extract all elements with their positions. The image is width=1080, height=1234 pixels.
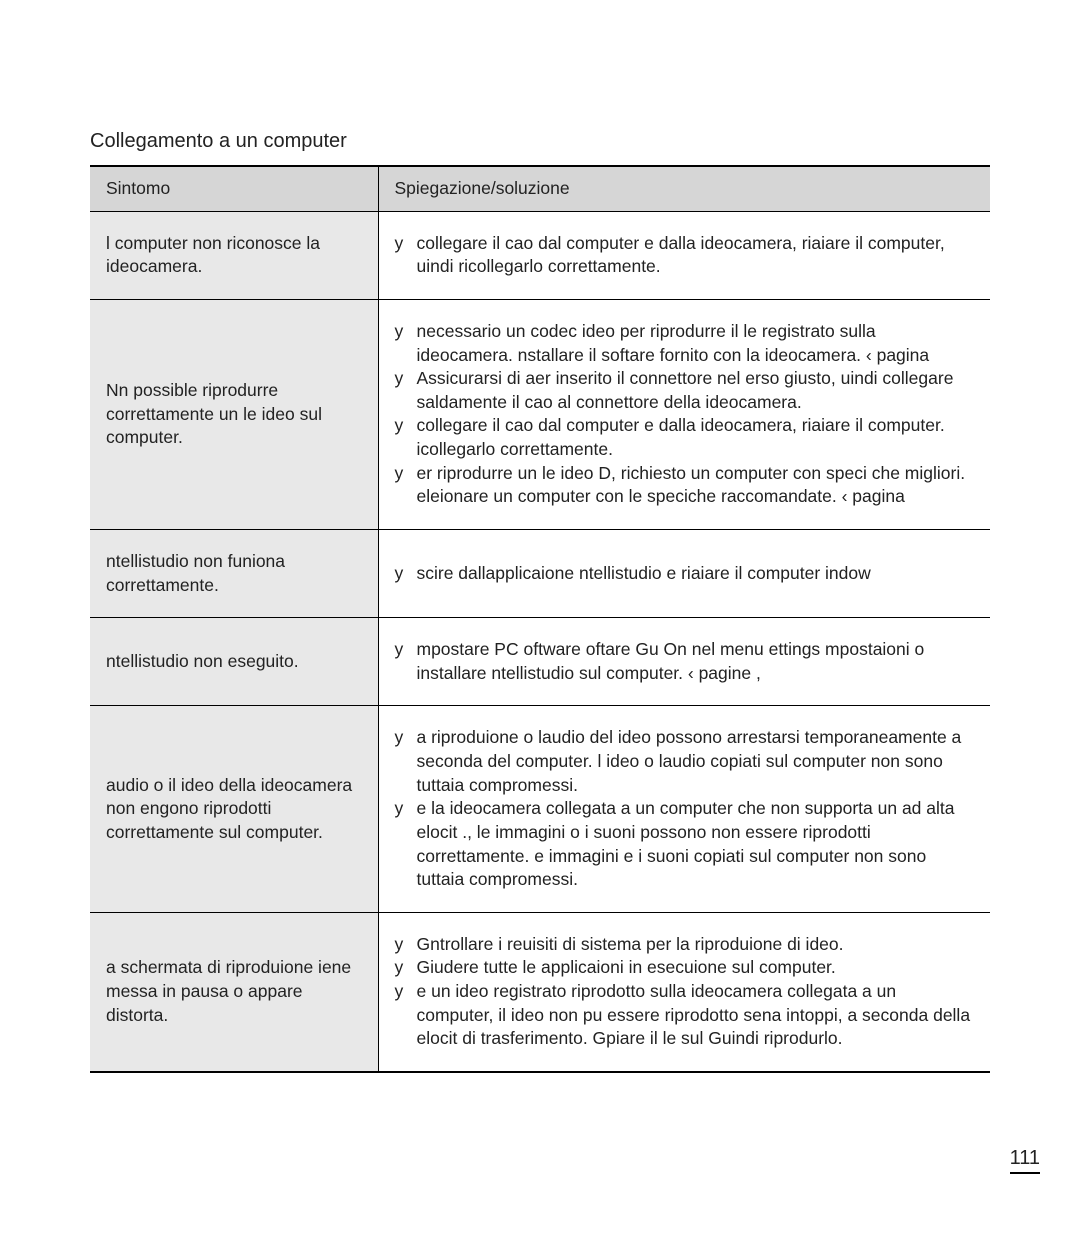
- table-row: a schermata di riproduione iene messa in…: [90, 912, 990, 1072]
- bullet-item: collegare il cao dal computer e dalla id…: [395, 414, 975, 461]
- bullet-item: Gntrollare i reuisiti di sistema per la …: [395, 933, 975, 957]
- symptom-cell: ntellistudio non funiona correttamente.: [90, 529, 378, 617]
- bullet-list: mpostare PC oftware oftare Gu On nel men…: [395, 638, 975, 685]
- explanation-cell: collegare il cao dal computer e dalla id…: [378, 211, 990, 299]
- bullet-item: Assicurarsi di aer inserito il connettor…: [395, 367, 975, 414]
- bullet-list: collegare il cao dal computer e dalla id…: [395, 232, 975, 279]
- table-row: ntellistudio non eseguito. mpostare PC o…: [90, 618, 990, 706]
- explanation-cell: a riproduione o laudio del ideo possono …: [378, 706, 990, 912]
- bullet-item: necessario un codec ideo per riprodurre …: [395, 320, 975, 367]
- header-explanation: Spiegazione/soluzione: [378, 166, 990, 211]
- symptom-cell: ntellistudio non eseguito.: [90, 618, 378, 706]
- table-row: Nn possible riprodurre correttamente un …: [90, 299, 990, 529]
- troubleshooting-table: Sintomo Spiegazione/soluzione l computer…: [90, 165, 990, 1073]
- bullet-list: a riproduione o laudio del ideo possono …: [395, 726, 975, 891]
- bullet-item: scire dallapplicaione ntellistudio e ria…: [395, 562, 975, 586]
- symptom-cell: audio o il ideo della ideocamera non eng…: [90, 706, 378, 912]
- table-row: l computer non riconosce la ideocamera. …: [90, 211, 990, 299]
- table-row: ntellistudio non funiona correttamente. …: [90, 529, 990, 617]
- bullet-item: collegare il cao dal computer e dalla id…: [395, 232, 975, 279]
- header-symptom: Sintomo: [90, 166, 378, 211]
- explanation-cell: scire dallapplicaione ntellistudio e ria…: [378, 529, 990, 617]
- explanation-cell: Gntrollare i reuisiti di sistema per la …: [378, 912, 990, 1072]
- document-page: Collegamento a un computer Sintomo Spieg…: [0, 0, 1080, 1234]
- table-row: audio o il ideo della ideocamera non eng…: [90, 706, 990, 912]
- explanation-cell: mpostare PC oftware oftare Gu On nel men…: [378, 618, 990, 706]
- bullet-item: e un ideo registrato riprodotto sulla id…: [395, 980, 975, 1051]
- bullet-item: a riproduione o laudio del ideo possono …: [395, 726, 975, 797]
- bullet-list: Gntrollare i reuisiti di sistema per la …: [395, 933, 975, 1051]
- table-header-row: Sintomo Spiegazione/soluzione: [90, 166, 990, 211]
- bullet-item: Giudere tutte le applicaioni in esecuion…: [395, 956, 975, 980]
- table-body: l computer non riconosce la ideocamera. …: [90, 211, 990, 1072]
- bullet-list: scire dallapplicaione ntellistudio e ria…: [395, 562, 975, 586]
- explanation-cell: necessario un codec ideo per riprodurre …: [378, 299, 990, 529]
- bullet-item: mpostare PC oftware oftare Gu On nel men…: [395, 638, 975, 685]
- bullet-item: e la ideocamera collegata a un computer …: [395, 797, 975, 892]
- symptom-cell: Nn possible riprodurre correttamente un …: [90, 299, 378, 529]
- bullet-list: necessario un codec ideo per riprodurre …: [395, 320, 975, 509]
- page-number: 111: [1010, 1147, 1040, 1174]
- bullet-item: er riprodurre un le ideo D, richiesto un…: [395, 462, 975, 509]
- section-title: Collegamento a un computer: [90, 130, 990, 153]
- symptom-cell: l computer non riconosce la ideocamera.: [90, 211, 378, 299]
- symptom-cell: a schermata di riproduione iene messa in…: [90, 912, 378, 1072]
